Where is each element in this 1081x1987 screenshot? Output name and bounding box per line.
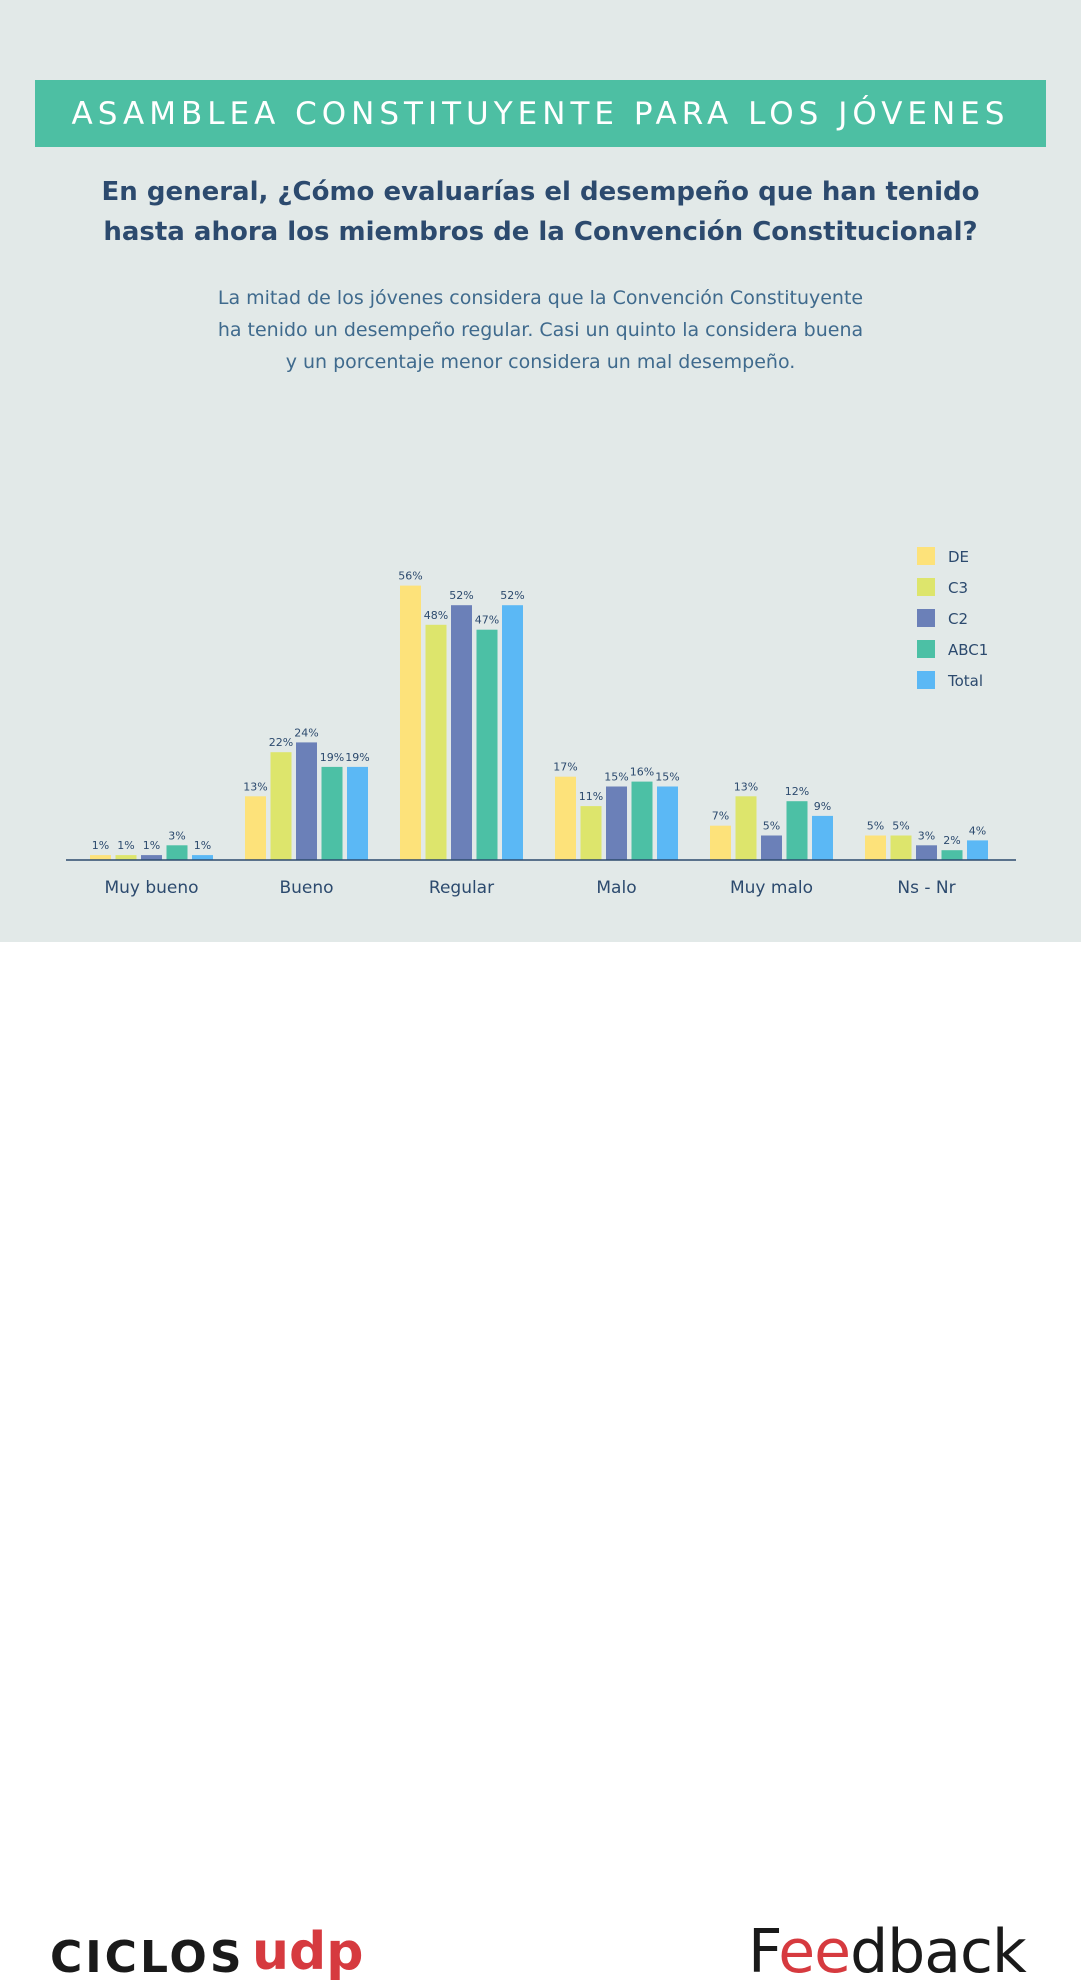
data-label: 1% xyxy=(194,839,211,852)
data-label: 24% xyxy=(294,726,318,739)
legend-label: DE xyxy=(948,548,969,566)
bar xyxy=(192,855,213,860)
data-label: 15% xyxy=(655,771,679,784)
data-label: 9% xyxy=(814,800,831,813)
legend-swatch xyxy=(917,671,935,689)
bar xyxy=(425,624,447,860)
category-label: Ns - Nr xyxy=(897,878,955,898)
data-label: 22% xyxy=(269,736,293,749)
bar xyxy=(761,835,782,860)
background-panel xyxy=(0,0,1081,942)
data-label: 11% xyxy=(579,790,603,803)
bar xyxy=(865,835,886,860)
bar xyxy=(967,840,988,860)
data-label: 13% xyxy=(243,780,267,793)
bar xyxy=(941,850,963,860)
data-label: 17% xyxy=(553,761,577,774)
banner-title: ASAMBLEA CONSTITUYENTE PARA LOS JÓVENES xyxy=(35,80,1046,147)
data-label: 52% xyxy=(500,589,524,602)
legend-swatch xyxy=(917,640,935,658)
bar xyxy=(115,855,137,860)
summary-text: La mitad de los jóvenes considera que la… xyxy=(90,282,991,378)
legend-swatch xyxy=(917,609,935,627)
feedback-logo-start: F xyxy=(748,1917,779,1987)
data-label: 47% xyxy=(475,614,499,627)
bar-chart: 1% 13% 56% 17% 7% 5% 1% 22% 48% 11% 13% 5% 1% 24% 52% 1… xyxy=(66,547,1016,898)
data-label: 4% xyxy=(969,824,986,837)
category-label: Muy malo xyxy=(730,878,813,898)
question-heading: En general, ¿Cómo evaluarías el desempeñ… xyxy=(40,172,1041,252)
feedback-logo-end: dback xyxy=(850,1917,1027,1987)
question-line-1: En general, ¿Cómo evaluarías el desempeñ… xyxy=(101,177,980,207)
bar xyxy=(555,776,576,860)
summary-line-1: La mitad de los jóvenes considera que la… xyxy=(217,287,864,309)
udp-logo: udp xyxy=(252,1922,364,1982)
data-label: 1% xyxy=(143,839,160,852)
data-label: 1% xyxy=(117,839,134,852)
bar xyxy=(451,605,472,860)
category-label: Regular xyxy=(429,878,494,898)
bar xyxy=(321,766,343,860)
data-label: 48% xyxy=(424,609,448,622)
bar xyxy=(270,752,292,860)
bar xyxy=(347,766,368,860)
bar xyxy=(890,835,912,860)
summary-line-2: ha tenido un desempeño regular. Casi un … xyxy=(217,319,864,341)
bar xyxy=(606,786,627,860)
data-label: 3% xyxy=(168,829,185,842)
category-label: Malo xyxy=(596,878,636,898)
data-label: 7% xyxy=(712,810,729,823)
legend-swatch xyxy=(917,578,935,596)
legend-label: C3 xyxy=(948,579,968,597)
bar xyxy=(502,605,523,860)
category-label: Bueno xyxy=(279,878,333,898)
category-label: Muy bueno xyxy=(104,878,198,898)
ciclos-logo: CICLOS xyxy=(50,1932,245,1983)
data-label: 19% xyxy=(320,751,344,764)
bar xyxy=(916,845,937,860)
bar xyxy=(631,781,653,860)
bar xyxy=(141,855,162,860)
legend-label: ABC1 xyxy=(948,641,988,659)
bar xyxy=(580,806,602,860)
feedback-logo-ee: ee xyxy=(778,1917,851,1987)
data-label: 56% xyxy=(398,570,422,583)
data-label: 2% xyxy=(943,834,960,847)
bar xyxy=(476,629,498,860)
bar xyxy=(735,796,757,860)
data-label: 5% xyxy=(867,820,884,833)
bar xyxy=(786,801,808,860)
data-label: 5% xyxy=(892,820,909,833)
bar xyxy=(812,815,833,860)
summary-line-3: y un porcentaje menor considera un mal d… xyxy=(285,351,796,373)
bar xyxy=(90,855,111,860)
data-label: 13% xyxy=(734,780,758,793)
bar xyxy=(296,742,317,860)
legend-label: C2 xyxy=(948,610,968,628)
bar xyxy=(657,786,678,860)
data-label: 52% xyxy=(449,589,473,602)
bar xyxy=(400,585,421,860)
data-label: 5% xyxy=(763,820,780,833)
legend-swatch xyxy=(917,547,935,565)
bar xyxy=(166,845,188,860)
data-label: 15% xyxy=(604,771,628,784)
data-label: 19% xyxy=(345,751,369,764)
data-label: 3% xyxy=(918,829,935,842)
data-label: 12% xyxy=(785,785,809,798)
data-label: 16% xyxy=(630,766,654,779)
data-label: 1% xyxy=(92,839,109,852)
bar xyxy=(710,825,731,860)
question-line-2: hasta ahora los miembros de la Convenció… xyxy=(103,217,978,247)
bar xyxy=(245,796,266,860)
feedback-logo: Feedback xyxy=(748,1917,1027,1987)
legend-label: Total xyxy=(947,672,983,690)
footer: CICLOS udp Feedback xyxy=(0,942,1081,1987)
